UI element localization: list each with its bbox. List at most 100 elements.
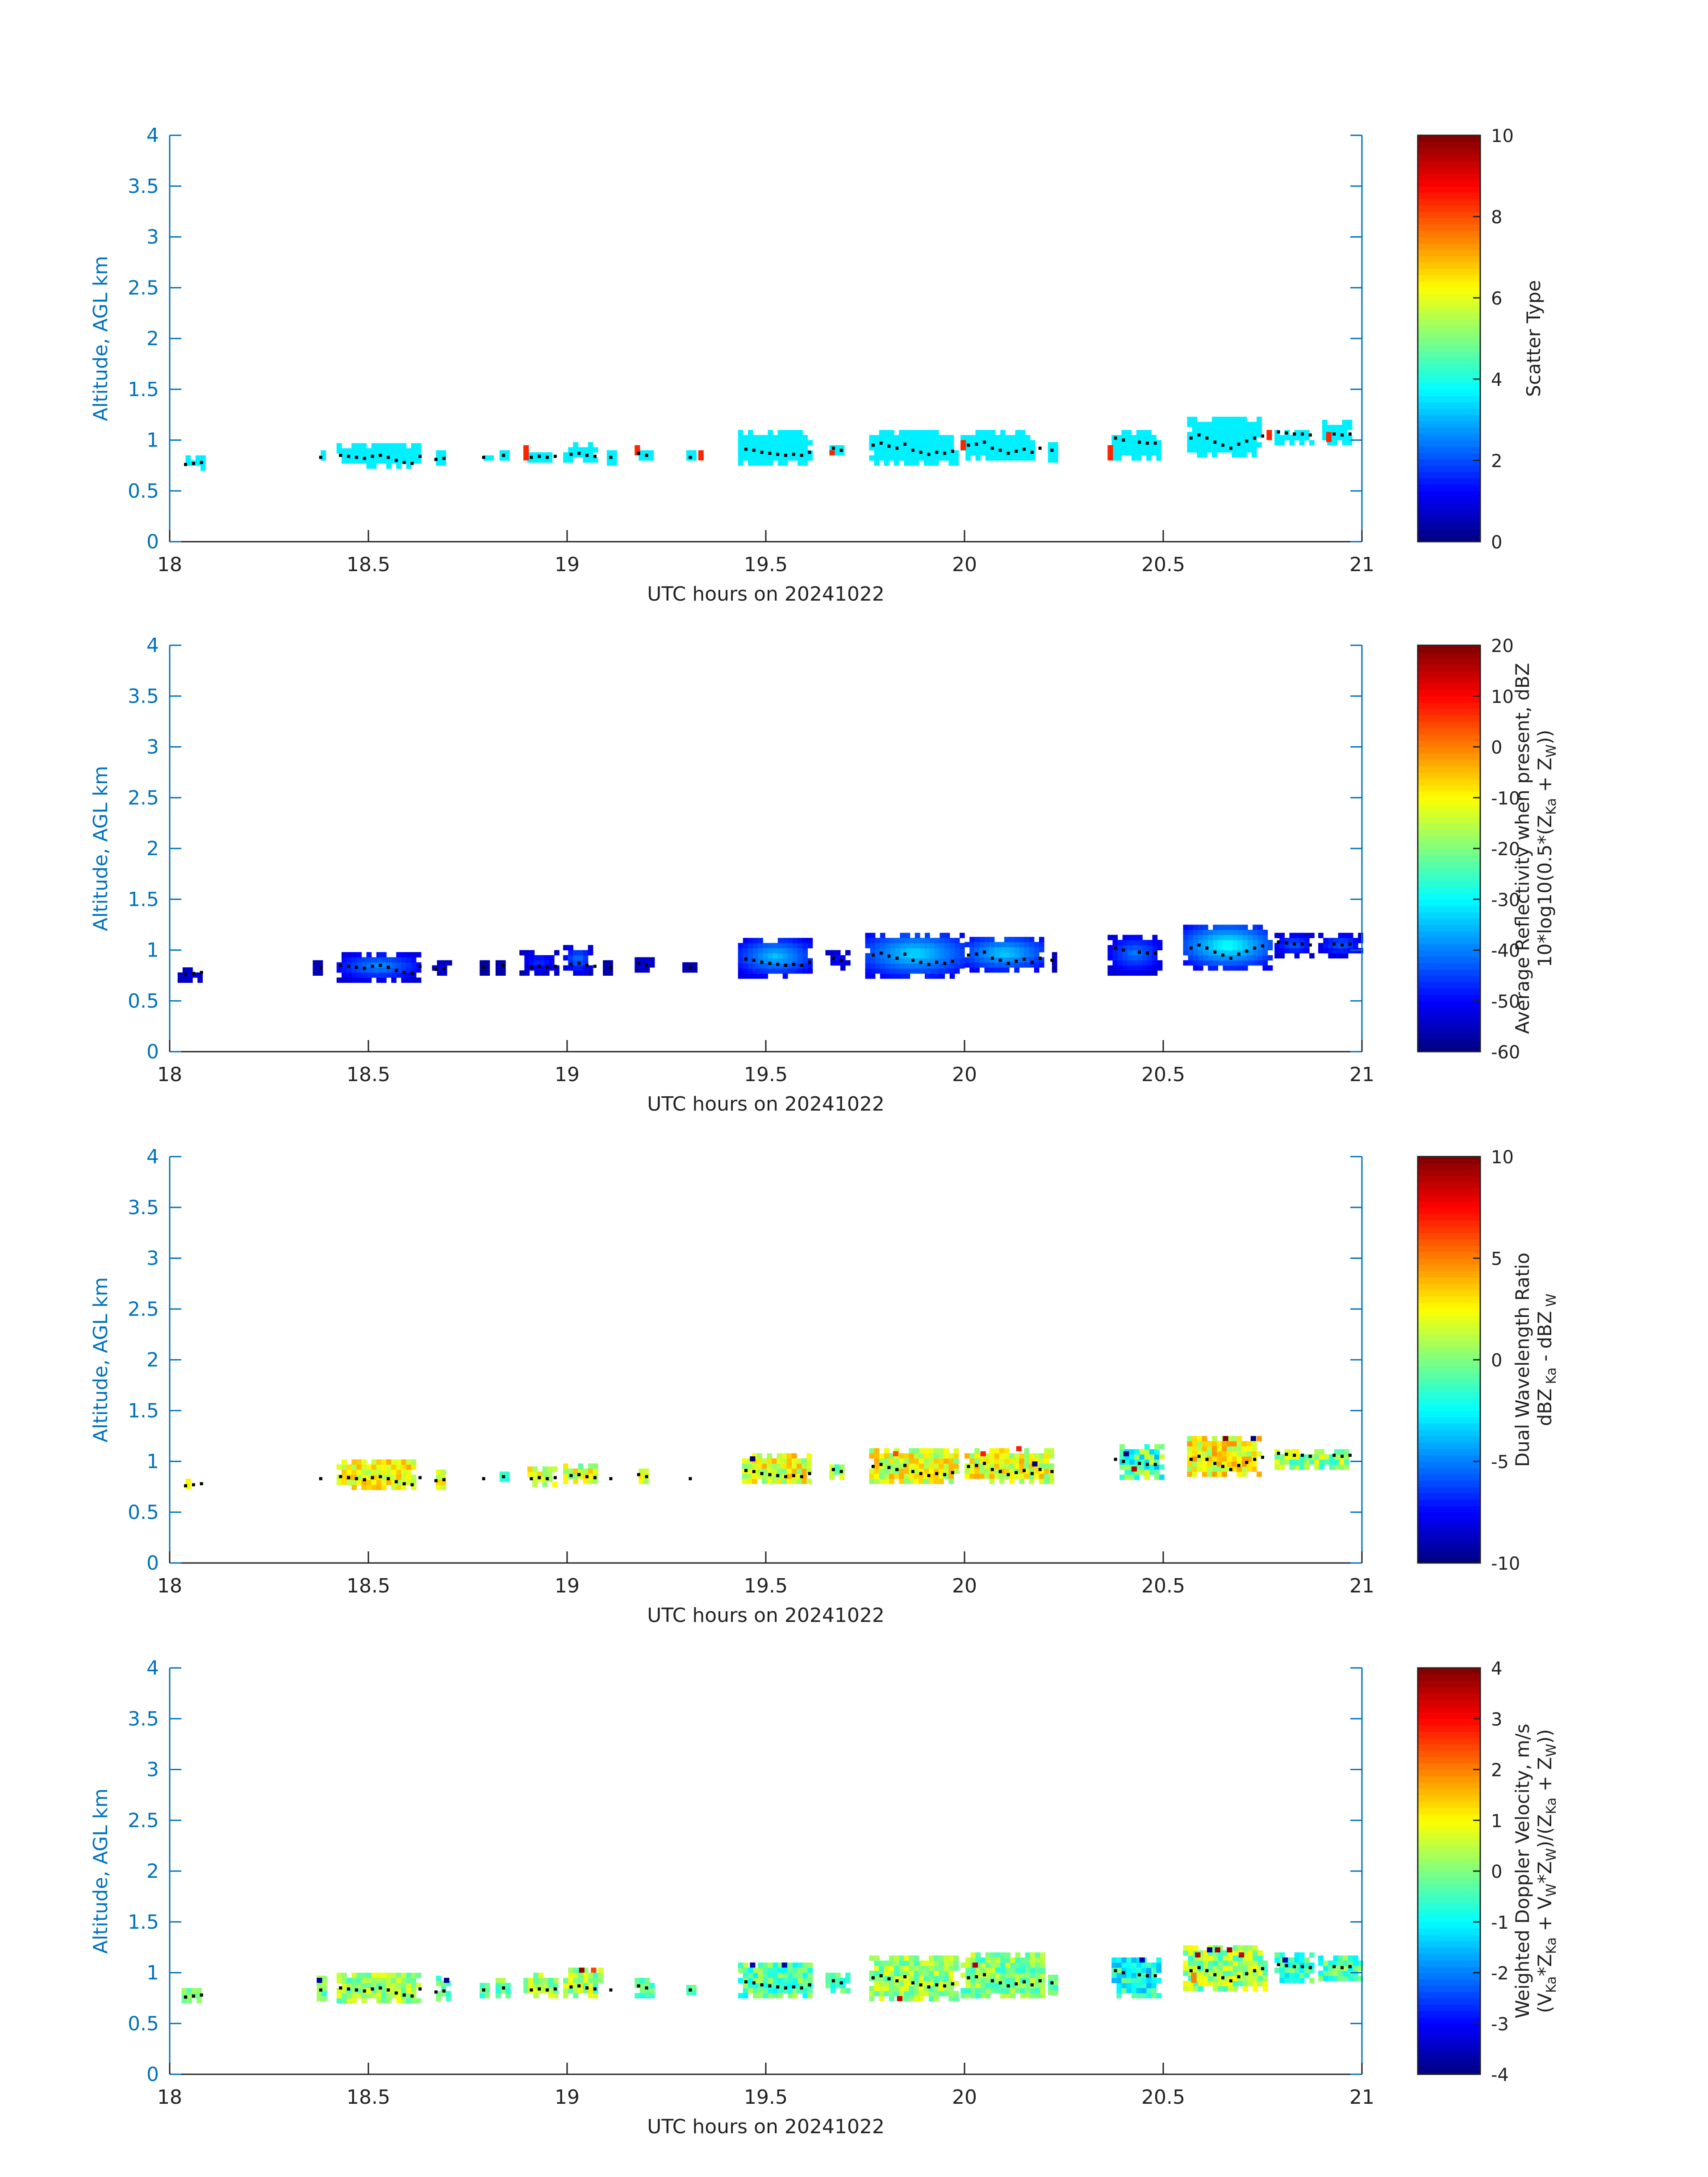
data-cell [1010, 1988, 1016, 1993]
data-cell [994, 1468, 1000, 1474]
data-cell [484, 965, 490, 971]
data-cell [748, 435, 753, 441]
data-cell [768, 1977, 773, 1983]
data-cell [1024, 952, 1030, 958]
data-cell [884, 1991, 889, 1997]
data-cell [773, 968, 778, 974]
data-cell [767, 1473, 772, 1479]
data-cell [934, 1448, 939, 1454]
cloud-base-marker [1301, 1965, 1304, 1968]
data-cell [188, 967, 193, 973]
data-cell [406, 972, 412, 978]
data-cell [1333, 948, 1339, 953]
data-cell [1232, 452, 1237, 458]
data-cell [321, 455, 326, 461]
data-cell [441, 1479, 447, 1485]
data-cell [1136, 1977, 1142, 1983]
data-cell [1107, 945, 1113, 951]
cloud-base-marker [1348, 942, 1352, 946]
cloud-base-marker [1006, 1984, 1010, 1988]
data-cell [934, 455, 939, 461]
data-cell [1107, 935, 1113, 940]
data-cell [1147, 960, 1153, 966]
data-cell [411, 1993, 417, 1998]
data-cell [989, 942, 995, 948]
data-cell [949, 938, 955, 944]
data-cell [1193, 1986, 1199, 1992]
data-cell [1289, 1962, 1295, 1968]
cloud-base-marker [1261, 944, 1264, 948]
data-cell [939, 1981, 944, 1986]
data-cell [523, 1977, 529, 1983]
data-cell [1262, 1970, 1268, 1976]
cloud-base-markers [184, 430, 1352, 466]
data-cell [351, 972, 357, 978]
data-cell [1198, 1986, 1203, 1992]
data-cell [904, 1458, 909, 1464]
colorbar-segment [1418, 1347, 1480, 1354]
data-cell [1146, 1962, 1152, 1968]
data-cell [381, 1479, 387, 1485]
data-cell [928, 1448, 934, 1454]
data-cell [336, 967, 342, 973]
cloud-base-marker [553, 1476, 557, 1479]
plot-area [170, 1668, 1362, 2074]
data-cell [1197, 422, 1203, 427]
data-cell [686, 1990, 692, 1996]
data-cell [1137, 970, 1143, 976]
data-cell [900, 953, 906, 959]
data-cell [915, 968, 920, 974]
data-cell [949, 948, 955, 953]
y-tick-label: 2.5 [128, 786, 159, 809]
data-cell [441, 1469, 447, 1475]
data-cell [1029, 942, 1035, 948]
data-cell [909, 460, 915, 466]
data-cell [1208, 1960, 1213, 1966]
cloud-base-marker [1237, 1464, 1240, 1467]
data-cell [1039, 962, 1044, 968]
data-cell [899, 430, 904, 435]
data-cell [919, 430, 924, 435]
colorbar-segment [1418, 1782, 1480, 1789]
data-cell [1243, 1955, 1248, 1961]
data-cell [880, 968, 885, 974]
data-cell [948, 1955, 954, 1961]
colorbar-segment [1418, 810, 1480, 817]
cloud-base-marker [1197, 943, 1201, 947]
data-cell [889, 1955, 894, 1961]
data-cell [1152, 970, 1158, 976]
data-cell [975, 1962, 981, 1968]
data-cell [386, 1479, 392, 1485]
data-cell [1212, 1436, 1217, 1442]
data-cell [1236, 447, 1242, 453]
data-cell [366, 448, 372, 454]
data-cell [930, 943, 935, 949]
data-cell [939, 1479, 944, 1484]
data-cell [649, 1993, 655, 1998]
data-cell [1299, 440, 1305, 446]
data-cell [1318, 943, 1324, 949]
data-cell [767, 1468, 772, 1474]
data-cell [787, 938, 793, 944]
data-cell [499, 1476, 505, 1482]
data-cell [753, 1977, 758, 1983]
data-cell [1243, 1976, 1248, 1981]
colorbar-tick-label: 10 [1491, 126, 1514, 146]
cloud-base-marker [645, 964, 648, 967]
colorbar-label-subscript: W [1544, 1294, 1559, 1311]
data-cell [1304, 1957, 1310, 1963]
data-cell [1243, 940, 1248, 945]
data-cell [874, 1473, 880, 1479]
data-cell [1343, 1976, 1349, 1981]
data-cell [834, 1469, 840, 1475]
x-tick-label: 21 [1349, 2086, 1374, 2109]
data-cell [930, 948, 935, 953]
cloud-base-marker [1341, 1966, 1344, 1969]
data-cell [869, 435, 875, 441]
data-cell [401, 957, 407, 963]
cloud-base-marker [538, 455, 541, 458]
data-cell [341, 453, 347, 459]
colorbar-segment [1418, 326, 1480, 333]
data-cell [336, 1464, 342, 1470]
